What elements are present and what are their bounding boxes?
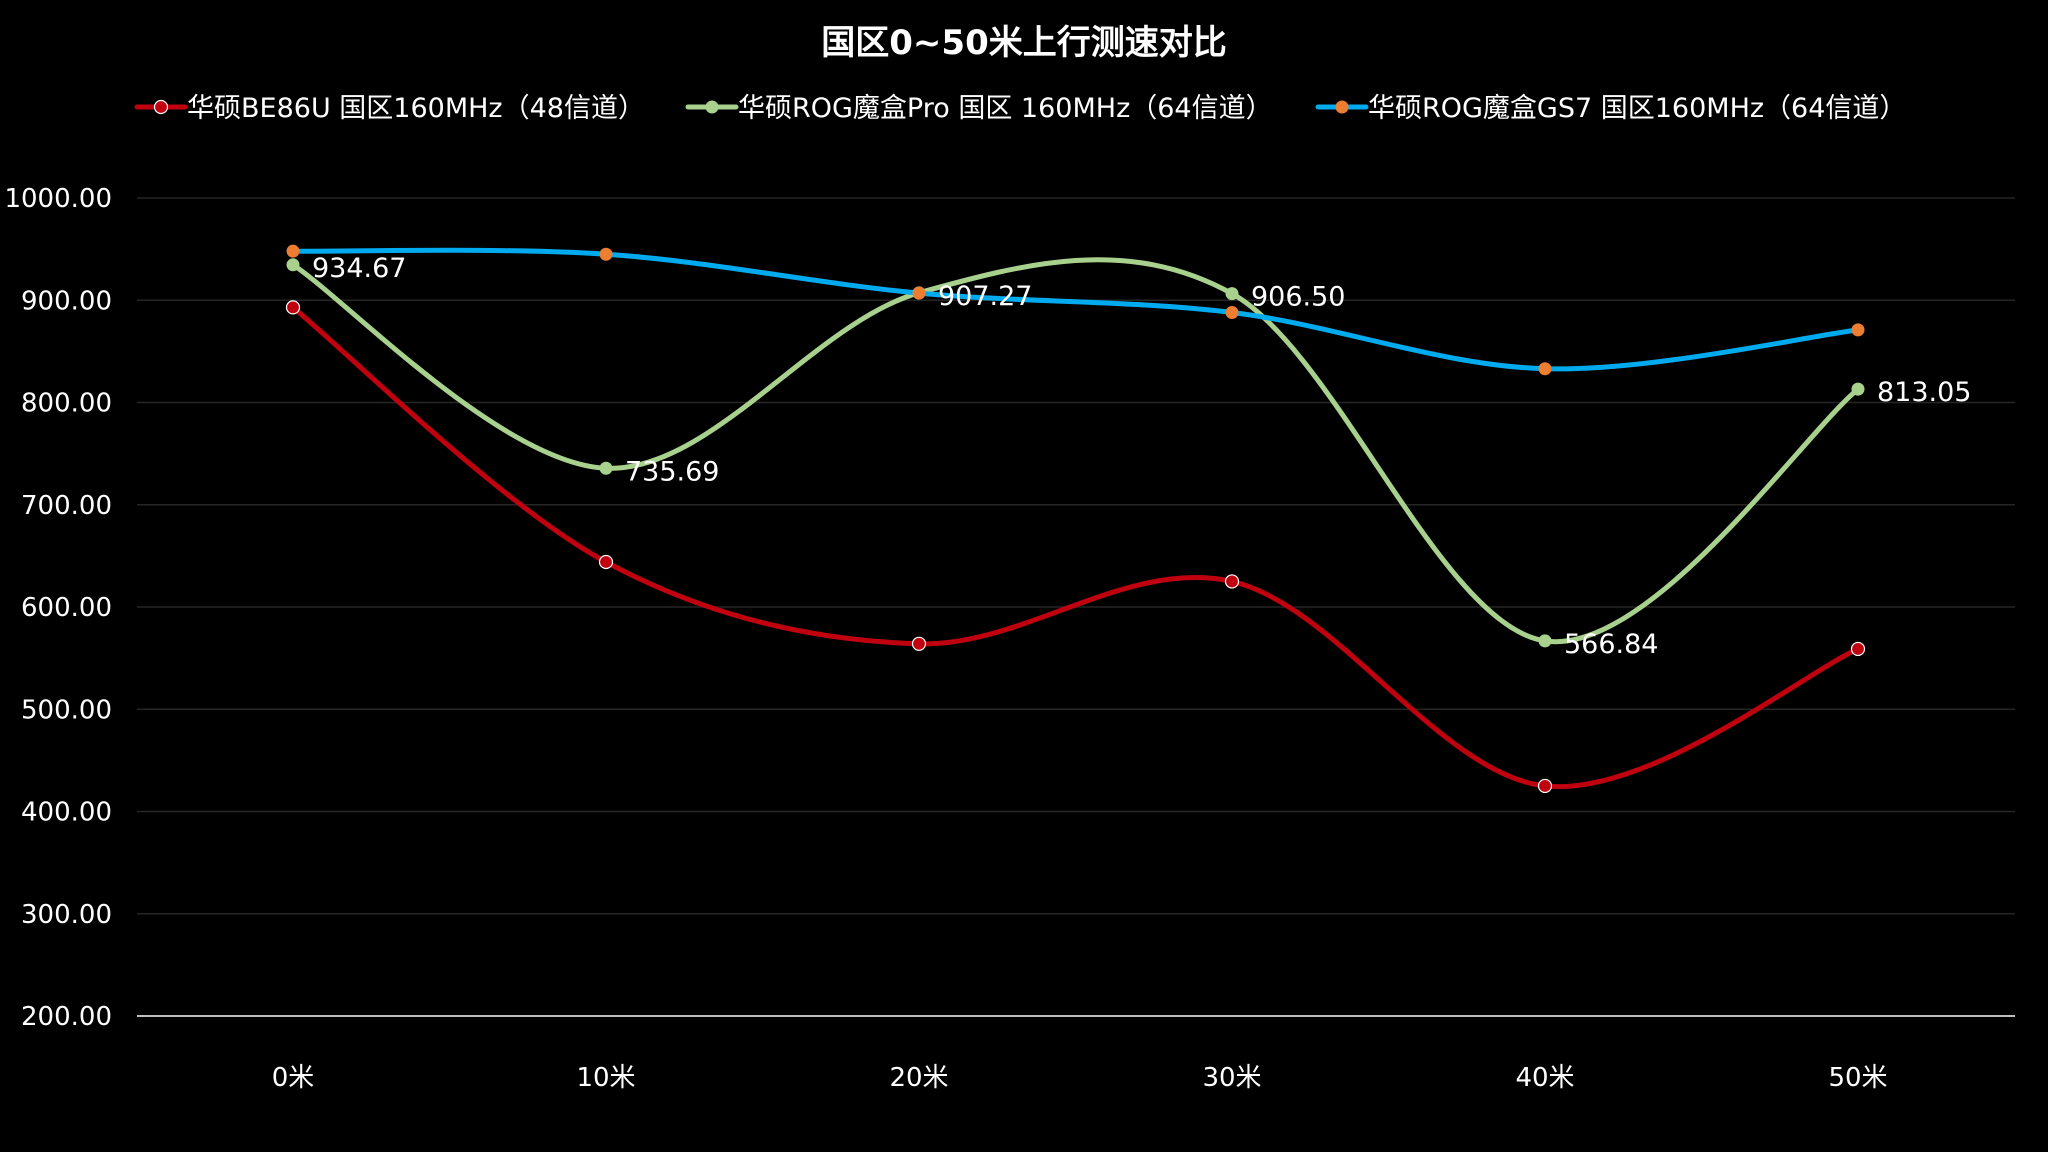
legend-label: 华硕ROG魔盒Pro 国区 160MHz（64信道）	[738, 93, 1273, 124]
legend-marker-swatch	[153, 99, 169, 115]
series-line-3	[290, 247, 1861, 372]
data-point	[912, 286, 926, 300]
data-point	[1538, 362, 1552, 376]
x-tick-label: 20米	[889, 1063, 948, 1093]
legend-marker-swatch	[705, 100, 719, 114]
y-tick-label: 600.00	[21, 593, 112, 623]
data-label: 934.67	[312, 253, 406, 284]
x-axis: 0米 10米 20米 30米 40米 50米	[272, 1063, 1888, 1093]
y-axis: 1000.00 900.00 800.00 700.00 600.00 500.00 400…	[4, 184, 112, 1032]
series-line-1	[290, 304, 1861, 790]
y-tick-label: 1000.00	[4, 184, 112, 214]
legend: 华硕BE86U 国区160MHz（48信道） 华硕ROG魔盒Pro 国区 160M…	[134, 93, 1906, 124]
data-point	[1851, 382, 1865, 396]
x-tick-label: 40米	[1515, 1063, 1574, 1093]
data-point	[285, 300, 301, 315]
legend-label: 华硕ROG魔盒GS7 国区160MHz（64信道）	[1368, 93, 1906, 124]
data-label: 566.84	[1564, 629, 1658, 660]
data-point	[286, 244, 300, 258]
y-tick-label: 500.00	[21, 695, 112, 725]
data-point	[286, 258, 300, 272]
x-tick-label: 50米	[1828, 1063, 1887, 1093]
data-point	[1225, 287, 1239, 301]
y-tick-label: 900.00	[21, 286, 112, 316]
y-tick-label: 700.00	[21, 491, 112, 521]
data-point	[1851, 323, 1865, 337]
y-tick-label: 200.00	[21, 1002, 112, 1032]
legend-marker-swatch	[1335, 100, 1349, 114]
legend-label: 华硕BE86U 国区160MHz（48信道）	[187, 93, 645, 124]
x-tick-label: 30米	[1202, 1063, 1261, 1093]
legend-item-3: 华硕ROG魔盒GS7 国区160MHz（64信道）	[1315, 93, 1906, 124]
data-point	[598, 554, 614, 570]
chart-title: 国区0~50米上行测速对比	[821, 23, 1226, 63]
data-point	[1850, 641, 1866, 657]
y-tick-label: 800.00	[21, 389, 112, 419]
x-tick-label: 0米	[272, 1063, 315, 1093]
data-label: 813.05	[1877, 377, 1971, 408]
legend-item-2: 华硕ROG魔盒Pro 国区 160MHz（64信道）	[685, 93, 1273, 124]
data-point	[1538, 634, 1552, 648]
series-markers	[285, 244, 1866, 794]
data-point	[599, 247, 613, 261]
data-label: 906.50	[1251, 282, 1345, 313]
y-tick-label: 400.00	[21, 798, 112, 828]
data-point	[1537, 778, 1553, 794]
data-labels: 934.67 735.69 907.27 906.50 566.84 813.05	[312, 253, 1971, 660]
data-point	[599, 461, 613, 475]
x-tick-label: 10米	[576, 1063, 635, 1093]
data-label: 907.27	[938, 281, 1032, 312]
series-line-2	[290, 257, 1861, 645]
data-point	[1224, 574, 1240, 589]
data-label: 735.69	[625, 456, 719, 487]
legend-item-1: 华硕BE86U 国区160MHz（48信道）	[134, 93, 645, 124]
series-lines	[290, 247, 1861, 790]
y-tick-label: 300.00	[21, 900, 112, 930]
data-point	[1225, 306, 1239, 320]
data-point	[911, 636, 927, 651]
